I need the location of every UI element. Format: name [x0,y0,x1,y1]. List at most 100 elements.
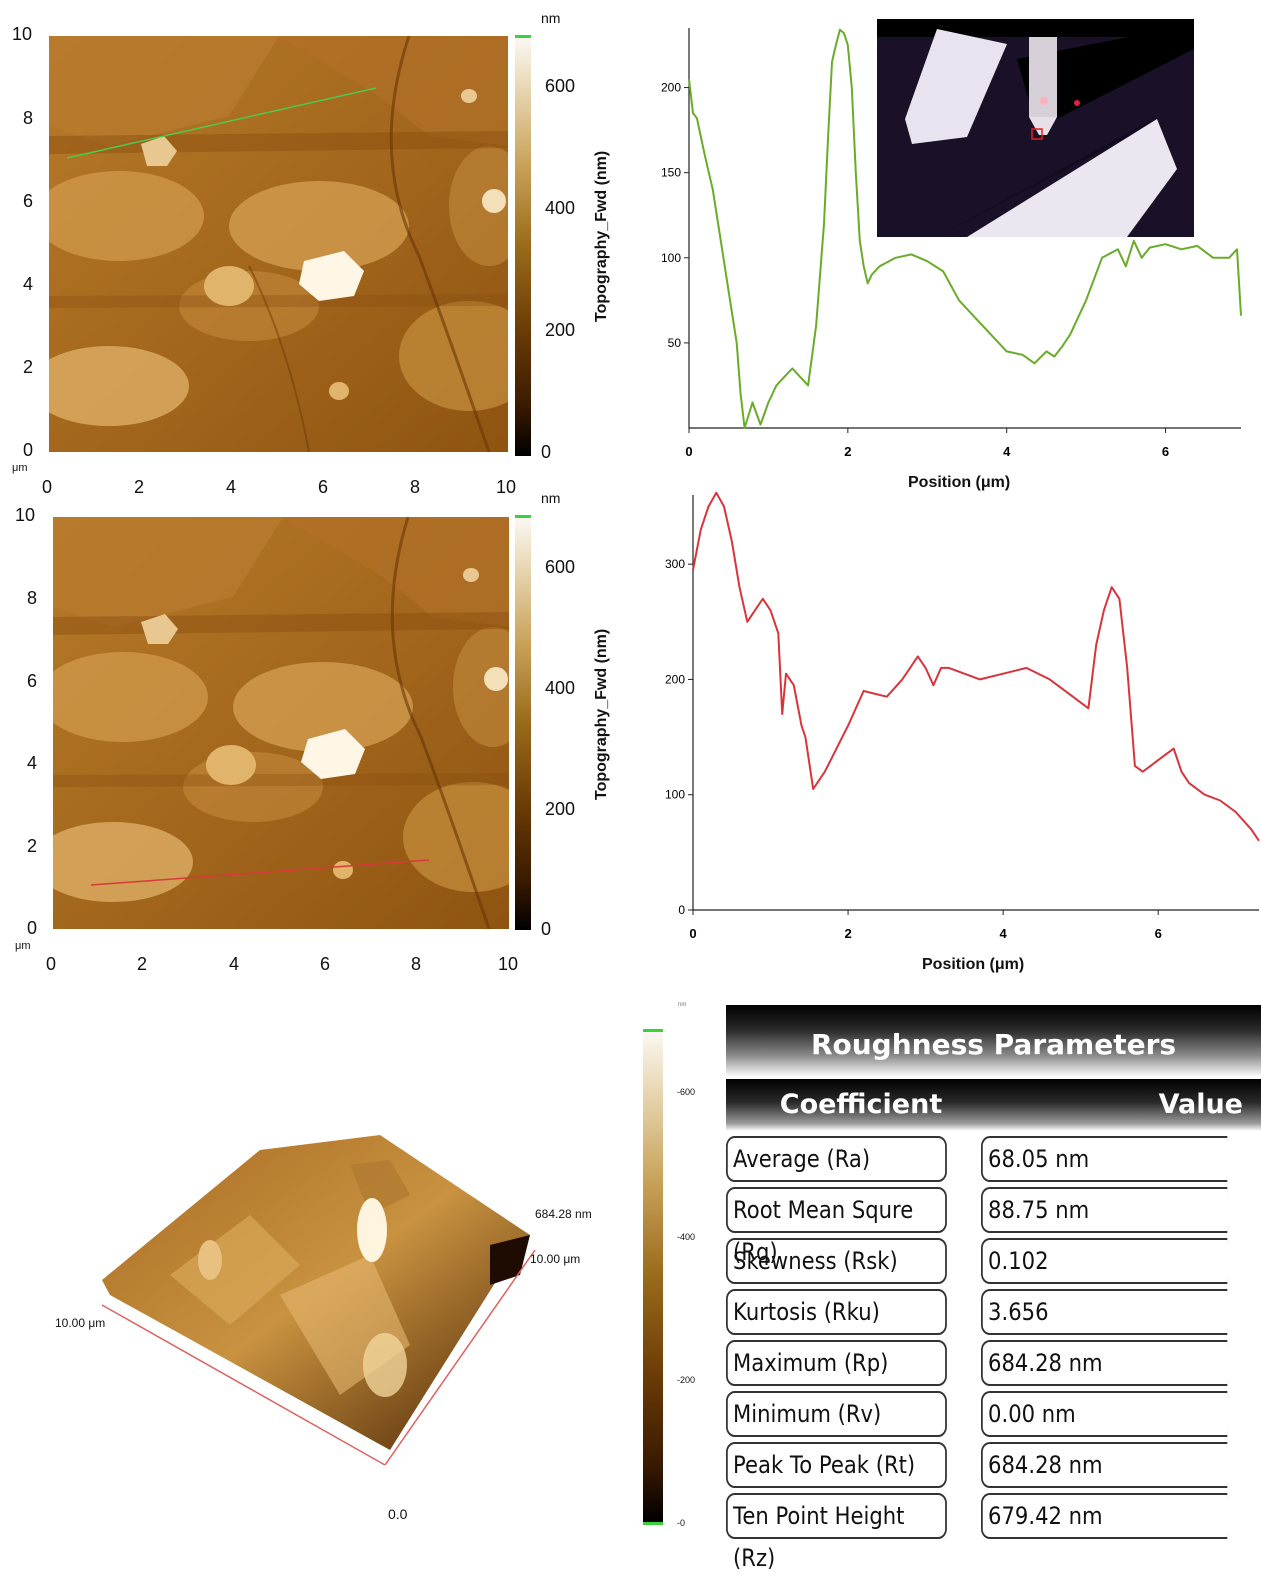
map2-x-tick: 6 [320,954,331,974]
profile1-y-tick-label: 100 [661,251,681,265]
roughness-title: Roughness Parameters [726,1005,1261,1077]
map1-x-tick: 10 [496,477,517,497]
map1-colorbar-tick: 600 [545,76,576,96]
profile2-x-tick-label: 6 [1155,926,1162,941]
roughness-row: Average (Ra) 68.05 nm [726,1136,1261,1182]
map1-colorbar-tick: 400 [545,198,576,218]
map2-x-tick: 4 [229,954,240,974]
map1-colorbar-tick: 0 [541,442,552,462]
profile2-xlabel: Position (μm) [922,956,1025,973]
map2-y-tick: 4 [27,753,38,773]
map2-colorbar [515,518,531,930]
map2-colorbar-tick: 400 [545,678,576,698]
roughness-header: Coefficient Value [726,1079,1261,1131]
roughness-coefficient-cell: Skewness (Rsk) [726,1238,947,1284]
map2-y-tick: 6 [27,671,38,691]
roughness-coefficient-cell: Kurtosis (Rku) [726,1289,947,1335]
surface-colorbar-bottom-marker [643,1522,663,1525]
roughness-value-cell: 3.656 [980,1289,1228,1335]
map1-y-tick: 6 [23,191,34,211]
map1-y-tick: 0 [23,440,34,460]
surface-colorbar-unit: nm [678,1002,687,1008]
map1-x-tick: 6 [318,477,329,497]
map1-unit-label: μm [12,462,28,474]
profile1-x-tick-label: 4 [1003,444,1011,459]
profile2-y-tick-label: 100 [665,788,685,802]
surface-x-label: 10.00 μm [55,1316,106,1330]
map1-colorbar [515,38,531,456]
surface-colorbar [643,1032,663,1522]
roughness-row: Root Mean Squre (Rq) 88.75 nm [726,1187,1261,1266]
map1-x-tick: 4 [226,477,237,497]
roughness-value-cell: 0.102 [980,1238,1228,1284]
map2-y-tick: 10 [15,505,36,525]
map2-unit-label: μm [15,940,31,952]
afm-map-1-image [49,36,508,452]
surface-base-label: 0.0 [388,1506,408,1522]
roughness-coefficient-cell: Ten Point Height (Rz) [726,1493,947,1572]
roughness-row: Maximum (Rp) 684.28 nm [726,1340,1261,1386]
roughness-table: Roughness Parameters Coefficient Value A… [726,1005,1261,1572]
surface-colorbar-tick: -400 [677,1232,696,1242]
roughness-value-cell: 684.28 nm [980,1340,1228,1386]
map1-y-tick: 4 [23,274,34,294]
map2-x-tick: 10 [498,954,519,974]
map1-y-tick: 2 [23,357,34,377]
map2-colorbar-tick: 600 [545,557,576,577]
surface-colorbar-top-marker [643,1029,663,1032]
profile1-x-tick-label: 0 [685,444,692,459]
profile1-xlabel: Position (μm) [908,474,1011,491]
roughness-coefficient-cell: Minimum (Rv) [726,1391,947,1437]
header-coefficient: Coefficient [779,1089,943,1120]
map2-x-tick: 0 [46,954,57,974]
surface-colorbar-tick: -0 [677,1518,686,1528]
profile2-y-tick-label: 0 [678,903,685,917]
roughness-value-cell: 68.05 nm [980,1136,1228,1182]
surface-colorbar-tick: -200 [677,1375,696,1385]
surface-y-label: 10.00 μm [530,1252,581,1266]
profile2-axes [692,495,1259,911]
profile1-x-tick-label: 6 [1162,444,1169,459]
afm-map-2-image [53,517,509,929]
map1-y-tick: 10 [12,24,33,44]
surface-3d-image [50,1125,550,1470]
profile1-y-tick-label: 150 [661,166,681,180]
profile2-x-tick-label: 2 [844,926,851,941]
profile2-series-line [692,491,1260,842]
header-value: Value [1158,1089,1243,1120]
map2-colorbar-top-marker [515,515,531,518]
roughness-row: Peak To Peak (Rt) 684.28 nm [726,1442,1261,1488]
roughness-row: Skewness (Rsk) 0.102 [726,1238,1261,1284]
roughness-coefficient-cell: Peak To Peak (Rt) [726,1442,947,1488]
roughness-value-cell: 679.42 nm [980,1493,1228,1539]
roughness-row: Minimum (Rv) 0.00 nm [726,1391,1261,1437]
surface-height-label: 684.28 nm [535,1207,592,1221]
roughness-row: Ten Point Height (Rz) 679.42 nm [726,1493,1261,1572]
profile1-y-tick-label: 200 [661,81,681,95]
profile1-series-line [688,28,1242,429]
profile2-x-tick-label: 4 [1000,926,1008,941]
profile2-y-tick-label: 300 [665,557,685,571]
roughness-coefficient-cell: Maximum (Rp) [726,1340,947,1386]
map1-x-tick: 2 [134,477,145,497]
map2-colorbar-tick: 200 [545,799,576,819]
roughness-value-cell: 0.00 nm [980,1391,1228,1437]
map2-colorbar-tick: 0 [541,919,552,939]
map2-y-tick: 2 [27,836,38,856]
map2-x-tick: 8 [411,954,422,974]
roughness-value-cell: 88.75 nm [980,1187,1228,1233]
profile2-x-tick-label: 0 [689,926,696,941]
profile1-y-tick-label: 50 [668,336,682,350]
roughness-row: Kurtosis (Rku) 3.656 [726,1289,1261,1335]
map2-y-tick: 0 [27,918,38,938]
roughness-coefficient-cell: Average (Ra) [726,1136,947,1182]
map1-colorbar-top-marker [515,35,531,38]
map1-y-tick: 8 [23,108,34,128]
roughness-coefficient-cell: Root Mean Squre (Rq) [726,1187,947,1266]
map2-x-tick: 2 [137,954,148,974]
map1-colorbar-unit: nm [541,10,561,26]
roughness-value-cell: 684.28 nm [980,1442,1228,1488]
surface-colorbar-tick: -600 [677,1087,696,1097]
map2-y-tick: 8 [27,588,38,608]
map1-x-tick: 8 [410,477,421,497]
